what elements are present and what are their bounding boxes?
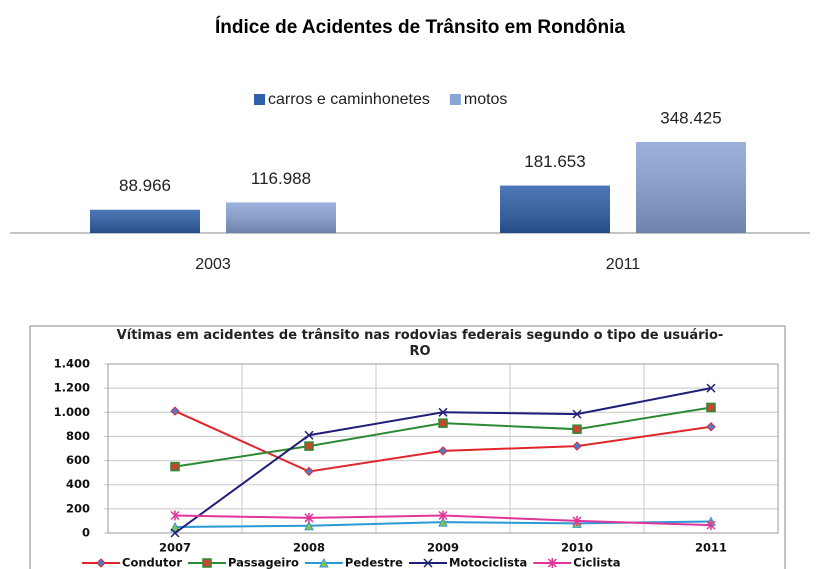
- bar-shade: [636, 142, 746, 233]
- marker: [572, 515, 582, 526]
- marker: [170, 510, 180, 521]
- x-tick-label: 2003: [195, 256, 231, 273]
- bar-shade: [500, 185, 610, 233]
- legend-swatch: [449, 94, 461, 105]
- y-tick-label: 800: [66, 429, 90, 443]
- chart-frame: [29, 325, 786, 569]
- chart-title: Vítimas em acidentes de trânsito nas rod…: [116, 328, 724, 359]
- legend-label: motos: [464, 91, 508, 108]
- marker: [170, 528, 180, 538]
- marker: [438, 418, 448, 428]
- marker: [706, 520, 716, 531]
- x-tick-label: 2007: [159, 541, 191, 555]
- x-tick-label: 2009: [427, 541, 459, 555]
- legend-label: Passageiro: [228, 556, 299, 569]
- marker: [706, 402, 716, 413]
- marker: [304, 430, 314, 440]
- legend-marker: [96, 558, 106, 568]
- data-label: 116.988: [251, 169, 311, 188]
- y-tick-label: 1.000: [54, 405, 90, 419]
- marker: [706, 422, 716, 432]
- x-tick-label: 2011: [606, 256, 641, 273]
- legend-marker: [423, 558, 433, 568]
- legend-swatch: [254, 94, 265, 105]
- marker: [438, 510, 448, 521]
- marker: [438, 446, 448, 456]
- y-tick-label: 1.400: [54, 357, 90, 371]
- x-tick-label: 2010: [561, 541, 593, 555]
- y-tick-label: 200: [66, 501, 90, 515]
- bar-shade: [226, 202, 336, 233]
- marker: [170, 406, 180, 416]
- chart-title: Índice de Acidentes de Trânsito em Rondô…: [215, 16, 625, 38]
- marker: [170, 461, 180, 472]
- y-tick-label: 400: [66, 477, 90, 491]
- marker: [304, 466, 314, 477]
- marker: [572, 424, 582, 434]
- marker: [706, 383, 716, 393]
- plot-frame: [107, 363, 779, 534]
- legend-label: Pedestre: [345, 556, 403, 569]
- legend-label: Ciclista: [573, 556, 620, 569]
- data-label: 88.966: [119, 176, 171, 195]
- legend-marker: [202, 558, 212, 568]
- marker: [438, 517, 448, 527]
- data-label: 348.425: [660, 108, 721, 127]
- legend-marker: [547, 558, 557, 568]
- legend-marker: [319, 557, 329, 568]
- x-tick-label: 2011: [695, 541, 727, 555]
- marker: [304, 512, 314, 523]
- marker: [438, 407, 448, 417]
- marker: [170, 521, 180, 532]
- marker: [304, 441, 314, 451]
- marker: [572, 441, 582, 451]
- y-tick-label: 1.200: [54, 381, 90, 395]
- legend-label: Condutor: [122, 556, 182, 569]
- bar-shade: [90, 209, 200, 233]
- y-tick-label: 600: [66, 453, 90, 467]
- legend-label: Motociclista: [449, 556, 527, 569]
- marker: [572, 409, 582, 419]
- marker: [304, 520, 314, 531]
- x-tick-label: 2008: [293, 541, 325, 555]
- data-label: 181.653: [524, 152, 585, 171]
- y-tick-label: 0: [82, 526, 90, 540]
- legend-label: carros e caminhonetes: [268, 91, 430, 108]
